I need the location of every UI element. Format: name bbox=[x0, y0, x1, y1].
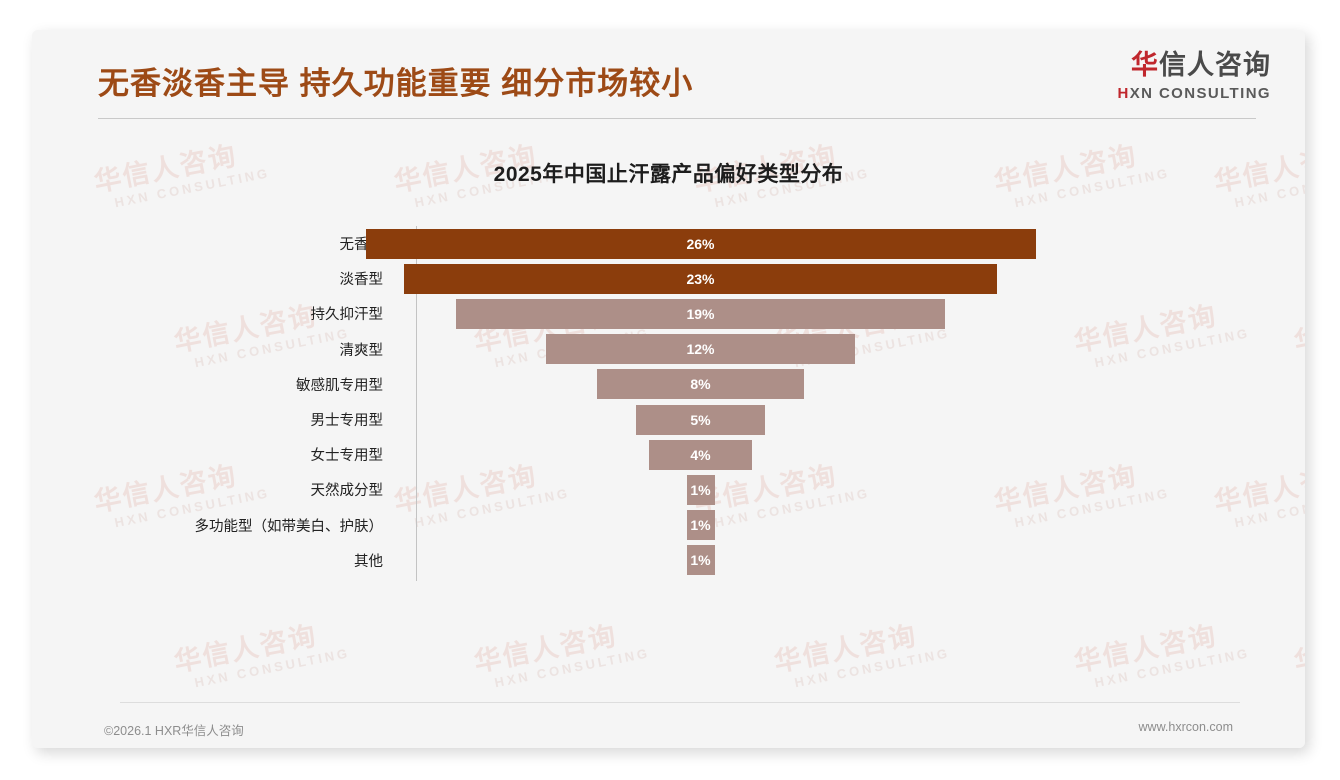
funnel-bar[interactable]: 1% bbox=[686, 545, 715, 576]
brand-logo: 华信人咨询 HXN CONSULTING bbox=[1118, 52, 1272, 102]
funnel-bar[interactable]: 19% bbox=[455, 298, 946, 329]
funnel-bar-row[interactable]: 清爽型 12% bbox=[32, 332, 1305, 367]
funnel-bar-value-label: 26% bbox=[686, 235, 715, 252]
funnel-bar-row[interactable]: 其他 1% bbox=[32, 543, 1305, 578]
funnel-bar-row[interactable]: 多功能型（如带美白、护肤） 1% bbox=[32, 508, 1305, 543]
funnel-bar-track: 12% bbox=[32, 332, 1305, 367]
brand-logo-en-text: HXN CONSULTING bbox=[1118, 86, 1272, 101]
funnel-bar-row[interactable]: 天然成分型 1% bbox=[32, 472, 1305, 507]
funnel-bar-category-label: 淡香型 bbox=[339, 272, 384, 289]
brand-logo-cn-accent: 华 bbox=[1131, 50, 1159, 80]
funnel-bar[interactable]: 26% bbox=[365, 228, 1036, 259]
slide-footer: ©2026.1 HXR华信人咨询 www.hxrcon.com bbox=[32, 710, 1305, 748]
funnel-bar-track: 1% bbox=[32, 508, 1305, 543]
funnel-bar[interactable]: 8% bbox=[597, 369, 804, 400]
brand-logo-cn-rest: 信人咨询 bbox=[1159, 50, 1271, 80]
funnel-bar-track: 1% bbox=[32, 543, 1305, 578]
funnel-bar-value-label: 19% bbox=[686, 305, 715, 322]
funnel-bar-row[interactable]: 女士专用型 4% bbox=[32, 437, 1305, 472]
funnel-bar-value-label: 1% bbox=[690, 481, 711, 498]
funnel-bar-category-label: 其他 bbox=[354, 553, 383, 570]
brand-logo-en-accent: H bbox=[1117, 85, 1130, 102]
funnel-bar-value-label: 1% bbox=[690, 517, 711, 534]
funnel-bar-track: 23% bbox=[32, 261, 1305, 296]
funnel-bar-value-label: 4% bbox=[690, 446, 711, 463]
funnel-bar-category-label: 敏感肌专用型 bbox=[296, 377, 383, 394]
funnel-chart-plot: 无香型 26% 淡香型 23% 持久抑汗型 19% 清爽型 12% 敏感肌专用型 8% 男士专用型 5… bbox=[32, 226, 1305, 584]
funnel-bar-track: 5% bbox=[32, 402, 1305, 437]
funnel-bar-category-label: 持久抑汗型 bbox=[310, 307, 384, 324]
funnel-bar[interactable]: 1% bbox=[686, 474, 715, 505]
page-title: 无香淡香主导 持久功能重要 细分市场较小 bbox=[98, 66, 694, 101]
chart-title: 2025年中国止汗露产品偏好类型分布 bbox=[493, 163, 844, 186]
title-divider bbox=[98, 118, 1256, 119]
funnel-bar[interactable]: 5% bbox=[636, 404, 765, 435]
funnel-bar-track: 26% bbox=[32, 226, 1305, 261]
funnel-bar-value-label: 23% bbox=[686, 270, 715, 287]
funnel-bar-category-label: 天然成分型 bbox=[310, 483, 384, 500]
chart-axis-line bbox=[416, 226, 417, 581]
funnel-bar-category-label: 女士专用型 bbox=[310, 448, 384, 465]
brand-logo-en-rest: XN CONSULTING bbox=[1129, 85, 1271, 102]
brand-logo-cn-text: 华信人咨询 bbox=[1118, 52, 1272, 79]
slide-card: 华信人咨询 HXN CONSULTING 华信人咨询 HXN CONSULTING 华信… bbox=[32, 30, 1305, 748]
funnel-bar-track: 8% bbox=[32, 367, 1305, 402]
funnel-bar[interactable]: 23% bbox=[404, 263, 997, 294]
funnel-bar-category-label: 清爽型 bbox=[339, 342, 384, 359]
funnel-bar-value-label: 5% bbox=[690, 411, 711, 428]
funnel-bar-category-label: 多功能型（如带美白、护肤） bbox=[194, 518, 384, 535]
funnel-bar[interactable]: 1% bbox=[686, 510, 715, 541]
funnel-bar-row[interactable]: 男士专用型 5% bbox=[32, 402, 1305, 437]
footer-website[interactable]: www.hxrcon.com bbox=[1138, 720, 1233, 734]
funnel-bar-value-label: 1% bbox=[690, 552, 711, 569]
funnel-bar-value-label: 12% bbox=[686, 341, 715, 358]
funnel-bar[interactable]: 12% bbox=[545, 334, 856, 365]
funnel-bar-track: 4% bbox=[32, 437, 1305, 472]
funnel-bar[interactable]: 4% bbox=[648, 439, 753, 470]
funnel-bar-row[interactable]: 持久抑汗型 19% bbox=[32, 296, 1305, 331]
slide-header: 无香淡香主导 持久功能重要 细分市场较小 华信人咨询 HXN CONSULTIN… bbox=[32, 30, 1305, 122]
funnel-bar-value-label: 8% bbox=[690, 376, 711, 393]
funnel-bar-row[interactable]: 无香型 26% bbox=[32, 226, 1305, 261]
funnel-bar-track: 19% bbox=[32, 296, 1305, 331]
funnel-bar-row[interactable]: 敏感肌专用型 8% bbox=[32, 367, 1305, 402]
chart-area: 2025年中国止汗露产品偏好类型分布 无香型 26% 淡香型 23% 持久抑汗型 19% 清… bbox=[32, 130, 1305, 660]
funnel-bar-row[interactable]: 淡香型 23% bbox=[32, 261, 1305, 296]
source-divider bbox=[120, 702, 1240, 703]
funnel-bar-track: 1% bbox=[32, 472, 1305, 507]
footer-copyright: ©2026.1 HXR华信人咨询 bbox=[104, 724, 244, 738]
funnel-bar-category-label: 男士专用型 bbox=[310, 413, 384, 430]
